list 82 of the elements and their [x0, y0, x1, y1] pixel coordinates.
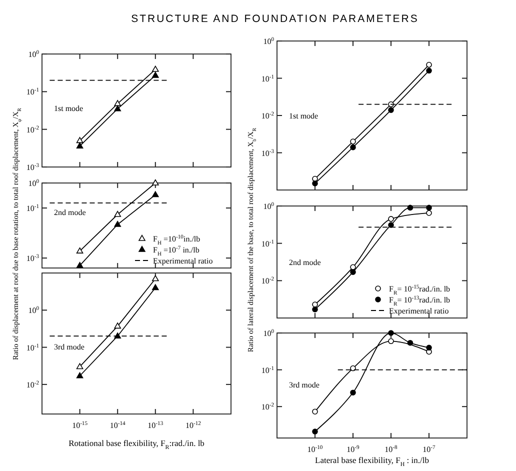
point — [350, 390, 356, 396]
point — [152, 284, 159, 290]
y-tick-label: 10$^{-2}$ — [261, 402, 274, 412]
x-tick-label: 10$^{-15}$ — [72, 421, 88, 430]
point — [312, 176, 318, 182]
point — [350, 269, 356, 275]
point — [76, 363, 84, 370]
legend-label: F$_{R}$= 10$^{-15}$rad./in. lb — [389, 284, 450, 296]
point — [152, 179, 159, 186]
y-tick-label: 10$^{-2}$ — [26, 125, 40, 134]
annotation: 2nd mode — [54, 208, 86, 217]
point — [152, 66, 159, 72]
point — [114, 220, 121, 227]
point — [350, 144, 356, 150]
y-tick-label: 10$^{-3}$ — [261, 148, 274, 158]
y-tick-label: 10$^{-1}$ — [261, 239, 274, 248]
point — [114, 100, 121, 106]
x-tick-label: 10$^{-13}$ — [148, 421, 164, 430]
point — [312, 306, 318, 312]
point — [152, 191, 159, 198]
y-tick-label: 10$^{0}$ — [28, 50, 40, 59]
legend-label: Experimental ratio — [153, 256, 213, 266]
annotation: 2nd mode — [289, 258, 322, 267]
point — [114, 322, 121, 329]
point — [152, 72, 159, 78]
point — [152, 275, 159, 282]
y-tick-label: 10$^{-1}$ — [26, 204, 40, 214]
y-tick-label: 10$^{-1}$ — [261, 74, 274, 84]
point — [388, 101, 394, 108]
x-axis-title: Rotational base flexibility, F$_{R}$:rad./in. lb — [68, 438, 204, 451]
x-tick-label: 10$^{-9}$ — [346, 445, 360, 454]
legend-label: F$_{H}$ =10$^{-10}$in./lb — [153, 234, 200, 246]
point — [350, 264, 356, 270]
annotation: 3rd mode — [54, 342, 85, 352]
point — [388, 330, 394, 336]
point — [312, 302, 318, 308]
point — [350, 365, 356, 372]
x-tick-label: 10$^{-8}$ — [384, 445, 398, 454]
y-tick-label: 10$^{0}$ — [28, 179, 40, 188]
annotation: 1st mode — [289, 112, 319, 120]
point — [426, 62, 432, 68]
legend-label: Experimental ratio — [389, 306, 449, 316]
legend-label: F$_{R}$= 10$^{-13}$rad./in. lb — [389, 296, 450, 308]
y-tick-label: 10$^{-3}$ — [26, 254, 40, 264]
point — [350, 138, 356, 144]
x-tick-label: 10$^{-12}$ — [185, 421, 202, 430]
x-tick-label: 10$^{-10}$ — [307, 445, 323, 454]
x-tick-label: 10$^{-7}$ — [422, 445, 436, 454]
point — [388, 216, 394, 222]
y-tick-label: 10$^{0}$ — [263, 37, 274, 46]
y-tick-label: 10$^{-2}$ — [26, 380, 40, 390]
point — [312, 428, 318, 434]
point — [76, 142, 84, 148]
point — [388, 338, 394, 344]
point — [426, 210, 432, 216]
text: STRUCTURE AND FOUNDATION PARAMETERS — [131, 13, 419, 25]
point — [114, 332, 121, 339]
point — [76, 137, 84, 144]
y-tick-label: 10$^{-1}$ — [26, 343, 40, 352]
y-tick-label: 10$^{-1}$ — [261, 366, 274, 375]
point — [388, 222, 394, 228]
legend-label: F$_{H}$ =10$^{-7}$ in./lb — [153, 246, 200, 258]
annotation: 3rd mode — [289, 380, 320, 390]
y-tick-label: 10$^{-3}$ — [26, 163, 40, 172]
point — [114, 105, 121, 112]
y-tick-label: 10$^{-2}$ — [261, 276, 274, 286]
point — [312, 408, 318, 415]
y-tick-label: 10$^{-2}$ — [261, 112, 274, 120]
point — [426, 68, 432, 74]
y-tick-label: 10$^{-1}$ — [26, 88, 40, 97]
annotation: 1st mode — [54, 104, 84, 114]
point — [76, 247, 84, 254]
point — [312, 180, 318, 186]
y-tick-label: 10$^{0}$ — [263, 202, 274, 211]
y-tick-label: 10$^{0}$ — [263, 329, 274, 338]
x-axis-title: Lateral base flexibility, F$_{H}$ : in./lb — [315, 455, 429, 468]
x-tick-label: 10$^{-14}$ — [110, 421, 126, 430]
point — [388, 107, 394, 113]
point — [76, 372, 84, 378]
point — [76, 262, 84, 268]
point — [114, 210, 121, 217]
y-tick-label: 10$^{0}$ — [28, 306, 40, 316]
